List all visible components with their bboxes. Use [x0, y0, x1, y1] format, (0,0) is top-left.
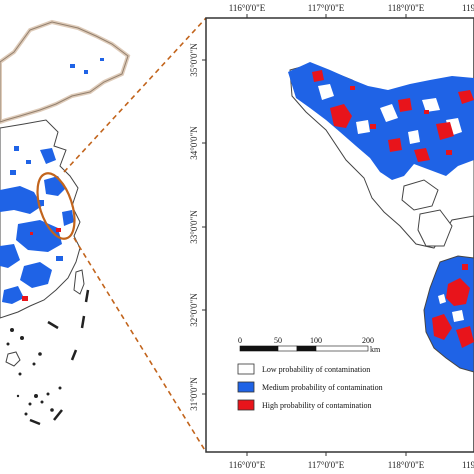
- north-low-pockets: [318, 84, 462, 144]
- bottom-tick-116: 116°0'0"E: [229, 460, 266, 470]
- top-tick-119: 119°: [462, 3, 474, 13]
- detail-map: [202, 14, 474, 456]
- south-china-sea-boundary: [29, 289, 90, 426]
- scale-bar: 0 50 100 200 km: [238, 336, 381, 354]
- china-northeast-outline: [0, 21, 129, 123]
- legend: Low probability of contamination Medium …: [237, 363, 383, 411]
- bottom-tick-119: 119°: [462, 460, 474, 470]
- overview-medium-areas: [0, 58, 104, 304]
- south-low-pockets: [438, 294, 464, 322]
- scale-label-0: 0: [238, 336, 242, 345]
- bottom-tick-117: 117°0'0"E: [308, 460, 345, 470]
- legend-label-low: Low probability of contamination: [262, 365, 370, 374]
- left-tick-31: 31°0'0"N: [189, 377, 199, 411]
- south-sea-islands: [6, 328, 62, 416]
- left-tick-35: 35°0'0"N: [189, 43, 199, 77]
- legend-label-medium: Medium probability of contamination: [262, 383, 383, 392]
- top-tick-117: 117°0'0"E: [308, 3, 345, 13]
- callout-lines: [63, 17, 207, 453]
- north-low-lobes: [401, 179, 453, 247]
- scale-unit: km: [370, 345, 381, 354]
- left-tick-34: 34°0'0"N: [189, 126, 199, 160]
- legend-swatch-medium: [237, 381, 255, 393]
- china-northeast-halo: [0, 19, 131, 125]
- legend-swatch-high: [237, 399, 255, 411]
- taiwan-island: [73, 269, 85, 295]
- top-axis-labels: 116°0'0"E 117°0'0"E 118°0'0"E 119°: [229, 3, 474, 13]
- north-region-high: [312, 70, 474, 162]
- bottom-tick-118: 118°0'0"E: [388, 460, 425, 470]
- left-tick-33: 33°0'0"N: [189, 210, 199, 244]
- scale-label-50: 50: [274, 336, 282, 345]
- top-tick-118: 118°0'0"E: [388, 3, 425, 13]
- china-main-outline: [0, 119, 81, 319]
- overview-high-areas: [22, 228, 61, 301]
- legend-label-high: High probability of contamination: [262, 401, 372, 410]
- left-tick-32: 32°0'0"N: [189, 293, 199, 327]
- left-axis-labels: 35°0'0"N 34°0'0"N 33°0'0"N 32°0'0"N 31°0…: [189, 43, 199, 411]
- north-region-medium: [288, 62, 474, 180]
- hainan-island: [5, 351, 21, 367]
- scale-label-200: 200: [362, 336, 374, 345]
- study-area-ellipse: [36, 172, 76, 240]
- overview-map: [0, 19, 131, 426]
- frame-ticks: [202, 14, 407, 456]
- legend-swatch-low: [237, 363, 255, 375]
- scale-label-100: 100: [310, 336, 322, 345]
- top-tick-116: 116°0'0"E: [229, 3, 266, 13]
- bottom-axis-labels: 116°0'0"E 117°0'0"E 118°0'0"E 119°: [229, 460, 474, 470]
- south-region-high: [432, 264, 474, 348]
